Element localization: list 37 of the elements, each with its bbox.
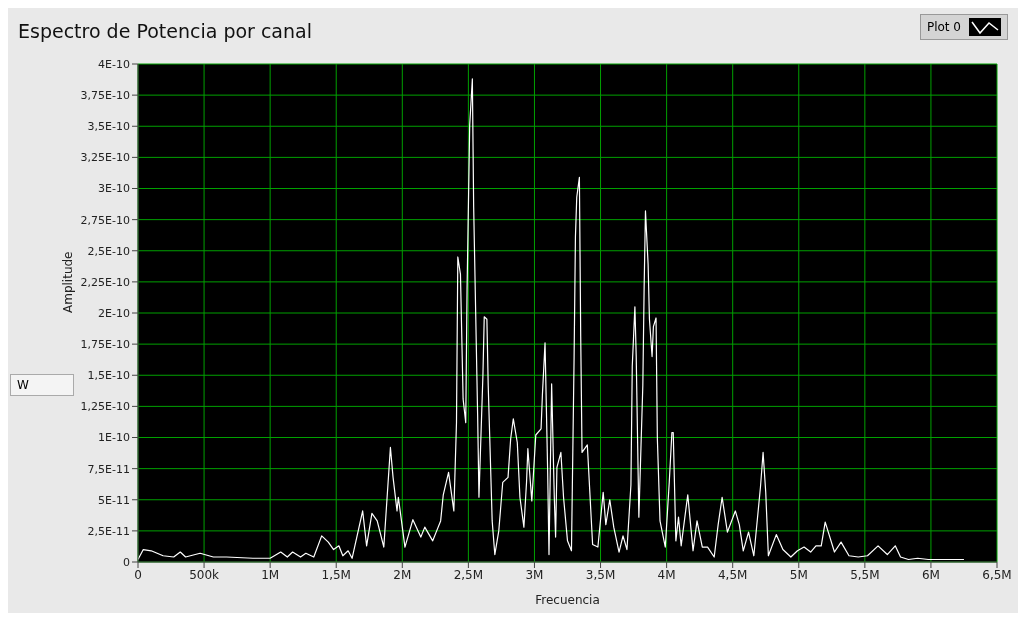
- y-tick-label: 2,25E-10: [80, 275, 130, 289]
- y-tick-label: 1,5E-10: [87, 369, 130, 383]
- x-axis-title: Frecuencia: [535, 593, 600, 607]
- x-tick-label: 2M: [393, 567, 412, 582]
- y-tick-label: 1,25E-10: [80, 400, 130, 414]
- y-tick-label: 3,75E-10: [80, 89, 130, 103]
- x-tick-label: 1M: [261, 567, 280, 582]
- legend-label: Plot 0: [926, 20, 961, 34]
- x-tick-label: 5M: [789, 567, 808, 582]
- y-tick-label: 0: [123, 555, 130, 569]
- y-tick-label: 5E-11: [98, 493, 130, 507]
- text: W: [10, 374, 74, 396]
- x-tick-label: 4,5M: [717, 567, 748, 582]
- y-tick-label: 3,25E-10: [80, 151, 130, 165]
- y-tick-label: 3E-10: [98, 182, 130, 196]
- y-tick-label: 7,5E-11: [87, 462, 130, 476]
- y-axis-title: Amplitude: [61, 251, 76, 313]
- x-tick-label: 500k: [189, 567, 220, 582]
- y-tick-label: 2,5E-11: [87, 524, 130, 538]
- x-tick-label: 6,5M: [982, 567, 1012, 582]
- y-tick-label: 1E-10: [98, 431, 130, 445]
- x-tick-label: 3M: [525, 567, 544, 582]
- y-tick-label: 4E-10: [98, 57, 130, 71]
- y-tick-label: 3,5E-10: [87, 120, 130, 134]
- y-tick-label: 1,75E-10: [80, 338, 130, 352]
- y-tick-label: 2E-10: [98, 306, 130, 320]
- y-tick-label: 2,75E-10: [80, 213, 130, 227]
- x-tick-label: 6M: [921, 567, 940, 582]
- x-tick-label: 2,5M: [453, 567, 484, 582]
- x-tick-label: 0: [134, 567, 142, 582]
- line-series: [138, 78, 965, 561]
- x-tick-label: 1,5M: [321, 567, 351, 582]
- x-tick-label: 3,5M: [585, 567, 616, 582]
- chart-title: Espectro de Potencia por canal: [18, 20, 312, 42]
- x-tick-label: 5,5M: [850, 567, 880, 582]
- x-tick-label: 4M: [657, 567, 676, 582]
- y-tick-label: 2,5E-10: [87, 244, 130, 258]
